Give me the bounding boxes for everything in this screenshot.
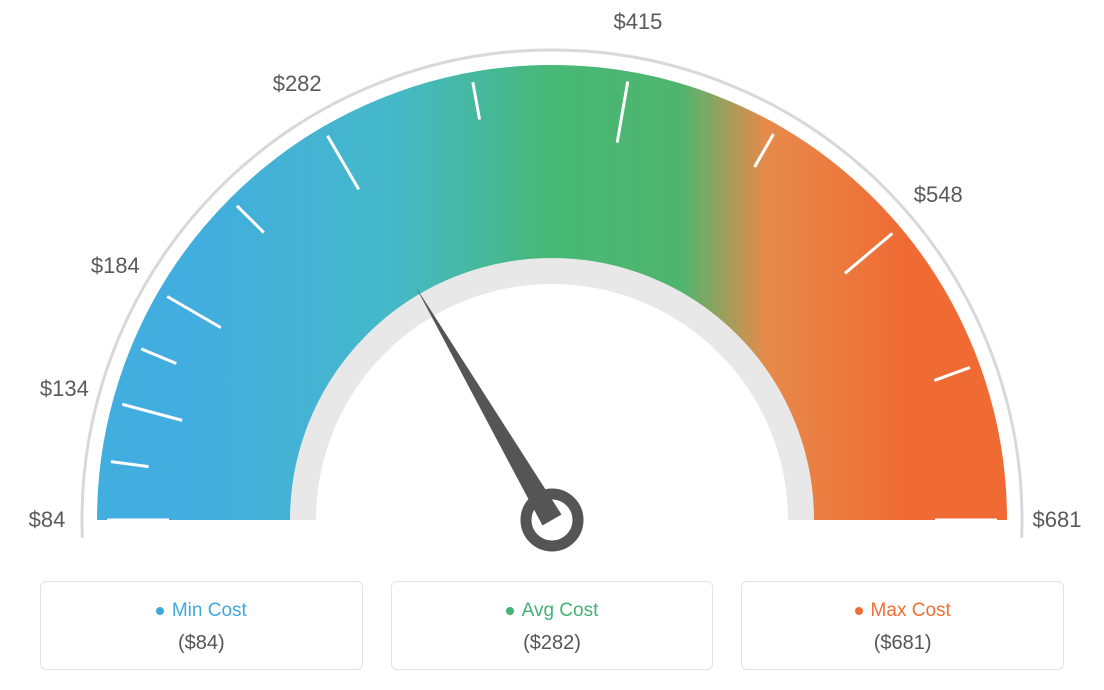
legend-title-text: Max Cost	[871, 600, 951, 622]
gauge-svg	[52, 10, 1052, 570]
gauge-tick-label: $184	[91, 253, 140, 279]
legend-value: ($282)	[392, 632, 713, 655]
gauge-tick-label: $548	[914, 182, 963, 208]
cost-gauge-widget: $84 $134 $184 $282 $415 $548 $681 Min Cost ($84…	[0, 0, 1104, 690]
gauge-tick-label: $282	[273, 71, 322, 97]
gauge-tick-label: $681	[1033, 507, 1082, 533]
gauge-tick-label: $415	[613, 9, 662, 35]
legend-dot-icon	[506, 607, 514, 615]
legend-value: ($84)	[41, 632, 362, 655]
legend-card-avg-cost: Avg Cost ($282)	[391, 581, 714, 670]
legend-card-max-cost: Max Cost ($681)	[741, 581, 1064, 670]
legend-value: ($681)	[742, 632, 1063, 655]
legend-title: Max Cost	[855, 600, 951, 622]
gauge-tick-label: $84	[29, 507, 66, 533]
legend-dot-icon	[855, 607, 863, 615]
legend-title: Min Cost	[156, 600, 247, 622]
gauge-tick-label: $134	[40, 376, 89, 402]
legend-title-text: Avg Cost	[522, 600, 599, 622]
legend-row: Min Cost ($84) Avg Cost ($282) Max Cost ($681…	[40, 581, 1064, 670]
gauge-area: $84 $134 $184 $282 $415 $548 $681	[0, 0, 1104, 560]
legend-title-text: Min Cost	[172, 600, 247, 622]
legend-title: Avg Cost	[506, 600, 599, 622]
legend-dot-icon	[156, 607, 164, 615]
legend-card-min-cost: Min Cost ($84)	[40, 581, 363, 670]
